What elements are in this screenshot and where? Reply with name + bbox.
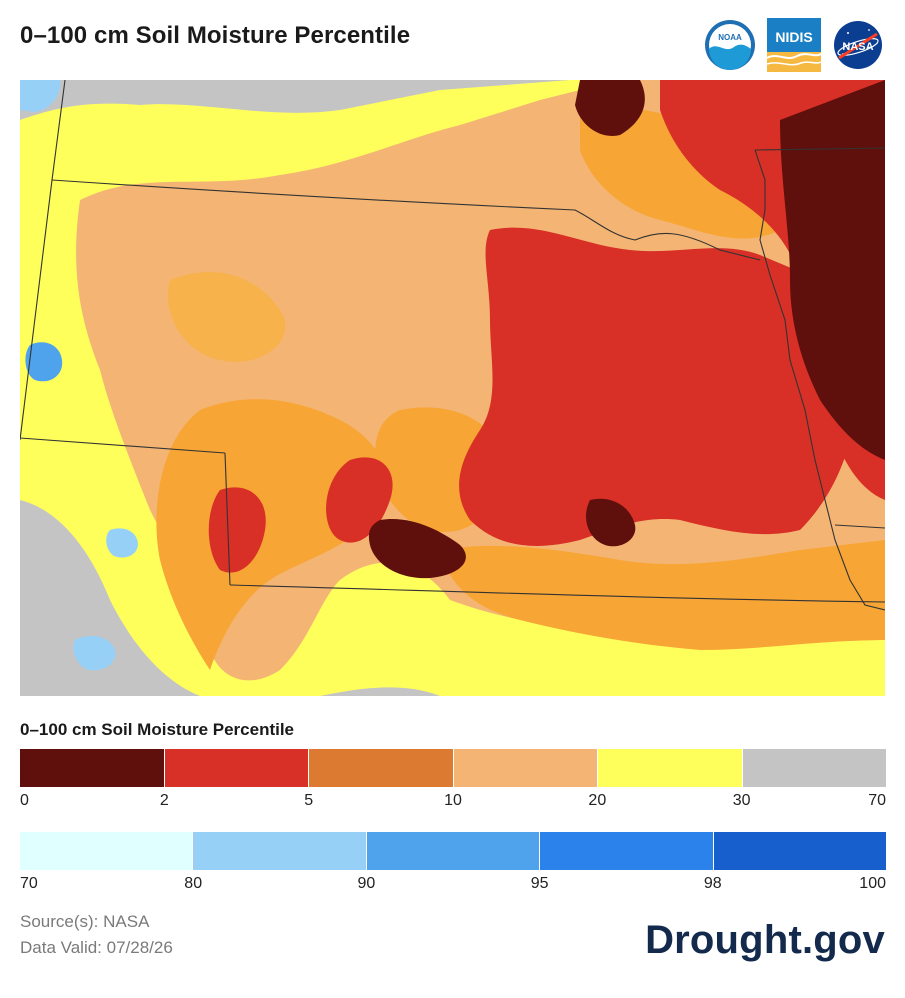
nasa-logo: NASA: [834, 21, 882, 69]
wet-swatch-1: [193, 832, 367, 870]
dry-swatch-3: [453, 749, 598, 787]
dry-swatch-2: [309, 749, 454, 787]
source-info: Source(s): NASA Data Valid: 07/28/26: [20, 909, 173, 961]
wet-tick-label: 90: [357, 875, 376, 892]
wet-tick-label: 70: [20, 875, 38, 892]
nidis-logo: NIDIS: [767, 18, 821, 72]
wet-swatch-2: [366, 832, 541, 870]
map-canvas: [20, 80, 885, 696]
dry-tick-label: 10: [444, 792, 462, 809]
soil-moisture-map: [20, 80, 885, 696]
wet-tick-label: 98: [703, 875, 722, 892]
svg-text:NIDIS: NIDIS: [775, 29, 812, 45]
dry-tick-label: 0: [20, 792, 29, 809]
drought-gov-link[interactable]: Drought.gov: [645, 918, 885, 962]
data-valid-text: Data Valid: 07/28/26: [20, 938, 173, 957]
noaa-logo: NOAA: [705, 20, 755, 70]
legend-ticks-wet: 70 80 90 95 98 100: [20, 875, 886, 895]
wet-swatch-0: [20, 832, 194, 870]
legend-bar-dry: [20, 749, 886, 787]
dry-swatch-0: [20, 749, 165, 787]
dry-tick-label: 30: [732, 792, 751, 809]
wet-tick-label: 95: [530, 875, 549, 892]
svg-text:NASA: NASA: [842, 41, 873, 53]
page-title: 0–100 cm Soil Moisture Percentile: [20, 22, 411, 49]
dry-tick-label: 5: [304, 792, 314, 809]
wet-tick-label: 100: [859, 875, 886, 892]
logo-group: NOAA NIDIS NASA: [703, 18, 885, 72]
legend-ticks-dry: 0 2 5 10 20 30 70: [20, 792, 886, 812]
dry-tick-label: 70: [868, 792, 886, 809]
wet-swatch-3: [540, 832, 714, 870]
wet-tick-label: 80: [184, 875, 203, 892]
dry-tick-label: 20: [588, 792, 607, 809]
wet-swatch-4: [713, 832, 887, 870]
legend-title: 0–100 cm Soil Moisture Percentile: [20, 720, 295, 739]
dry-swatch-1: [164, 749, 309, 787]
legend-bar-wet: [20, 832, 887, 870]
source-text: Source(s): NASA: [20, 912, 150, 931]
dry-tick-label: 2: [159, 792, 169, 809]
svg-text:NOAA: NOAA: [718, 33, 742, 42]
dry-swatch-5: [742, 749, 886, 787]
dry-swatch-4: [598, 749, 743, 787]
